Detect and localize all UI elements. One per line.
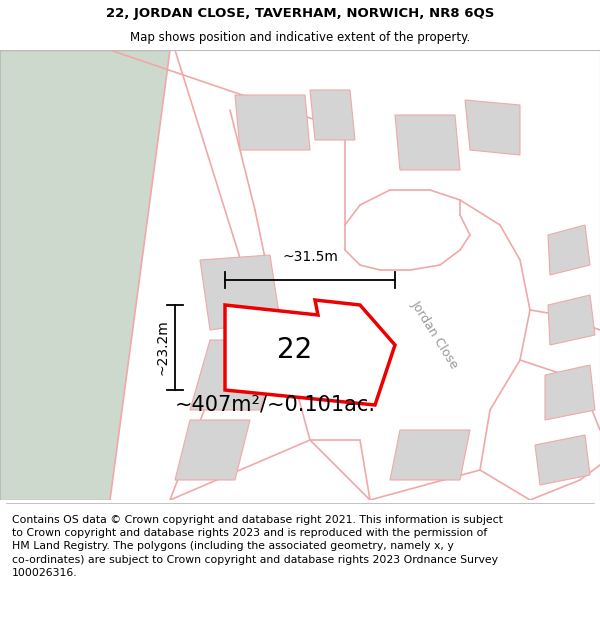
Polygon shape (465, 100, 520, 155)
Text: Jordan Close: Jordan Close (409, 299, 461, 371)
Polygon shape (235, 95, 310, 150)
Polygon shape (548, 225, 590, 275)
Polygon shape (175, 420, 250, 480)
Polygon shape (548, 295, 595, 345)
Polygon shape (535, 435, 590, 485)
Text: 22: 22 (277, 336, 313, 364)
Polygon shape (225, 300, 395, 405)
Polygon shape (545, 365, 595, 420)
Polygon shape (390, 430, 470, 480)
Polygon shape (200, 255, 280, 330)
Text: 22, JORDAN CLOSE, TAVERHAM, NORWICH, NR8 6QS: 22, JORDAN CLOSE, TAVERHAM, NORWICH, NR8… (106, 8, 494, 21)
Text: ~31.5m: ~31.5m (282, 250, 338, 264)
Text: ~23.2m: ~23.2m (156, 319, 170, 376)
Polygon shape (395, 115, 460, 170)
Text: ~407m²/~0.101ac.: ~407m²/~0.101ac. (175, 395, 376, 415)
Polygon shape (310, 90, 355, 140)
Polygon shape (0, 50, 170, 500)
Text: Map shows position and indicative extent of the property.: Map shows position and indicative extent… (130, 31, 470, 44)
Polygon shape (190, 340, 280, 410)
Text: Contains OS data © Crown copyright and database right 2021. This information is : Contains OS data © Crown copyright and d… (12, 515, 503, 578)
